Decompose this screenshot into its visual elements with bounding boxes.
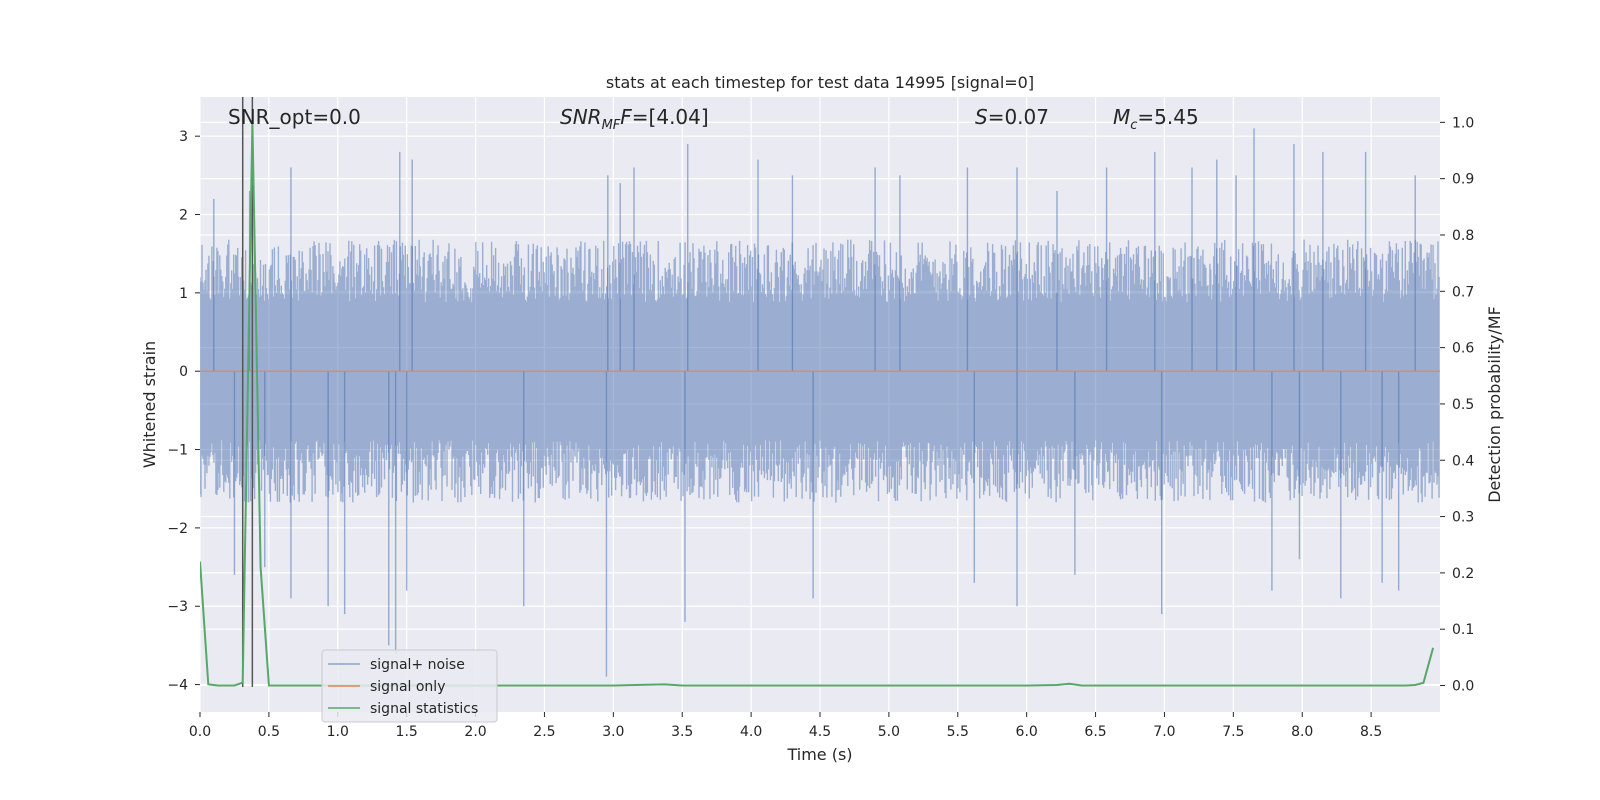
x-tick-label-6: 3.0 bbox=[602, 724, 624, 740]
x-tick-label-11: 5.5 bbox=[947, 724, 969, 740]
y-axis-right: 0.0 0.1 0.2 0.3 0.4 0.5 0.6 0.7 0.8 0.9 1.0 bbox=[1440, 115, 1474, 695]
x-tick-label-9: 4.5 bbox=[809, 724, 831, 740]
x-axis: 0.0 0.5 1.0 1.5 2.0 2.5 3.0 3.5 4.0 4.5 5.0 5.5 6.0 6… bbox=[189, 712, 1382, 740]
x-tick-label-13: 6.5 bbox=[1084, 724, 1106, 740]
x-tick-label-16: 8.0 bbox=[1291, 724, 1313, 740]
y-tick-label-2: −2 bbox=[167, 521, 188, 537]
annotation-snr-mf-value: =[4.04] bbox=[632, 105, 709, 129]
legend: signal+ noise signal only signal statist… bbox=[321, 649, 498, 723]
y-axis-left: −4 −3 −2 −1 0 1 2 3 bbox=[167, 129, 200, 694]
y-tick-label-3: −1 bbox=[167, 443, 188, 459]
x-tick-label-5: 2.5 bbox=[533, 724, 555, 740]
annotation-snr-mf: SNRMFF=[4.04] bbox=[560, 105, 709, 133]
y2-tick-label-1: 0.1 bbox=[1452, 622, 1474, 638]
x-tick-label-1: 0.5 bbox=[258, 724, 280, 740]
y-tick-label-4: 0 bbox=[179, 364, 188, 380]
x-axis-label: Time (s) bbox=[786, 745, 852, 764]
y2-tick-label-6: 0.6 bbox=[1452, 341, 1474, 357]
x-tick-label-14: 7.0 bbox=[1153, 724, 1175, 740]
annotation-s: S=0.07 bbox=[975, 105, 1049, 129]
series-signal-statistics bbox=[200, 122, 1435, 687]
y2-tick-label-3: 0.3 bbox=[1452, 510, 1474, 526]
y-tick-label-5: 1 bbox=[179, 286, 188, 302]
y2-tick-label-2: 0.2 bbox=[1452, 566, 1474, 582]
y2-tick-label-4: 0.4 bbox=[1452, 453, 1474, 469]
annotation-mc: Mc=5.45 bbox=[1113, 105, 1199, 133]
y2-tick-label-7: 0.7 bbox=[1452, 284, 1474, 300]
y2-axis-label: Detection probability/MF bbox=[1485, 306, 1504, 503]
y-tick-label-1: −3 bbox=[167, 599, 188, 615]
y2-tick-label-9: 0.9 bbox=[1452, 172, 1474, 188]
chart-title: stats at each timestep for test data 149… bbox=[606, 73, 1034, 92]
y2-tick-label-5: 0.5 bbox=[1452, 397, 1474, 413]
x-tick-label-12: 6.0 bbox=[1016, 724, 1038, 740]
legend-label-signal-noise: signal+ noise bbox=[370, 657, 465, 673]
lines bbox=[200, 97, 1440, 687]
x-tick-label-15: 7.5 bbox=[1222, 724, 1244, 740]
annotation-s-value: =0.07 bbox=[988, 105, 1049, 129]
series-signal-noise bbox=[200, 128, 1440, 677]
annotation-mc-value: =5.45 bbox=[1137, 105, 1198, 129]
x-tick-label-3: 1.5 bbox=[396, 724, 418, 740]
x-tick-label-2: 1.0 bbox=[327, 724, 349, 740]
legend-label-signal-only: signal only bbox=[370, 679, 445, 695]
x-tick-label-8: 4.0 bbox=[740, 724, 762, 740]
y-tick-label-0: −4 bbox=[167, 678, 188, 694]
x-tick-label-10: 5.0 bbox=[878, 724, 900, 740]
x-tick-label-0: 0.0 bbox=[189, 724, 211, 740]
y-axis-label: Whitened strain bbox=[140, 341, 159, 468]
y-tick-label-7: 3 bbox=[179, 129, 188, 145]
y2-tick-label-10: 1.0 bbox=[1452, 115, 1474, 131]
annotation-snr-opt: SNR_opt=0.0 bbox=[228, 105, 361, 129]
legend-label-signal-statistics: signal statistics bbox=[370, 701, 478, 717]
y2-tick-label-0: 0.0 bbox=[1452, 679, 1474, 695]
x-tick-label-4: 2.0 bbox=[464, 724, 486, 740]
y2-tick-label-8: 0.8 bbox=[1452, 228, 1474, 244]
legend-box bbox=[321, 649, 498, 723]
x-tick-label-17: 8.5 bbox=[1360, 724, 1382, 740]
x-tick-label-7: 3.5 bbox=[671, 724, 693, 740]
y-tick-label-6: 2 bbox=[179, 208, 188, 224]
